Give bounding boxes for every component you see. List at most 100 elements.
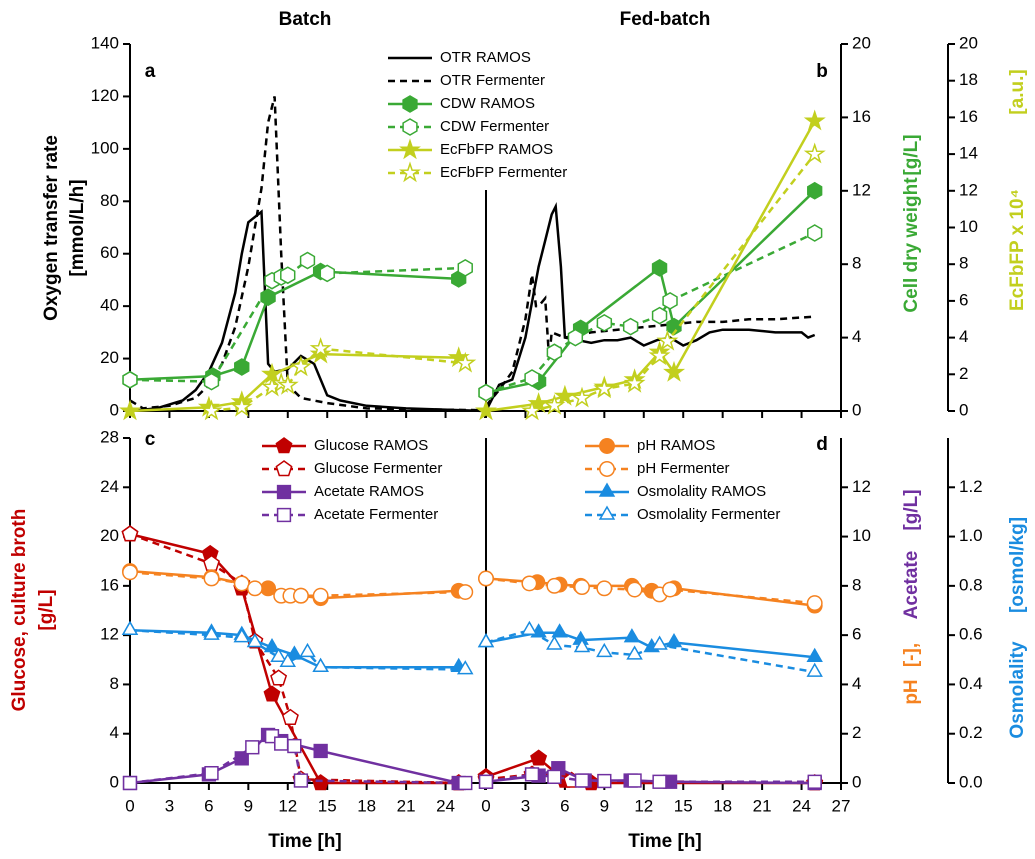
y-axis-label: Osmolality <box>1007 641 1028 739</box>
y-axis-label: [a.u.] <box>1007 69 1028 114</box>
y-tick-label: 20 <box>852 33 871 52</box>
legend-label: Osmolality RAMOS <box>637 483 766 500</box>
series-line <box>129 258 466 383</box>
data-point <box>596 314 613 332</box>
data-point <box>622 317 639 336</box>
y-axis-label: Oxygen transfer rate <box>41 135 62 321</box>
data-point <box>121 620 139 635</box>
x-tick-label: 3 <box>165 796 174 815</box>
data-point <box>313 743 328 759</box>
y-axis-label: Cell dry weight <box>901 177 922 313</box>
legend-label: Osmolality Fermenter <box>637 506 780 523</box>
legend-label: pH RAMOS <box>637 437 715 454</box>
y-tick-label: 0 <box>959 400 968 419</box>
data-point <box>119 399 141 421</box>
y-axis-label: [osmol/kg] <box>1007 517 1028 613</box>
x-tick-label: 12 <box>634 796 653 815</box>
y-tick-label: 10 <box>959 217 978 236</box>
data-point <box>122 370 138 389</box>
legend-label: Acetate Fermenter <box>314 506 438 523</box>
data-point <box>299 642 316 658</box>
series-line <box>129 532 459 785</box>
y-tick-label: 12 <box>852 180 871 199</box>
legend-marker <box>598 505 616 520</box>
data-point <box>662 581 679 598</box>
y-tick-label: 0 <box>110 772 119 791</box>
data-point <box>627 773 642 788</box>
data-point <box>652 774 667 789</box>
data-point <box>478 774 494 789</box>
y-tick-label: 0 <box>852 772 861 791</box>
y-tick-label: 0.2 <box>959 723 983 742</box>
data-point <box>651 635 668 650</box>
data-point <box>234 358 250 376</box>
y-tick-label: 1.2 <box>959 477 983 496</box>
data-point <box>546 635 563 650</box>
legend-marker <box>599 461 615 477</box>
data-point <box>299 251 316 270</box>
data-point <box>204 765 219 781</box>
data-point <box>287 738 302 754</box>
y-tick-label: 6 <box>959 290 968 309</box>
y-axis-label: EcFbFP x 10⁴ <box>1007 189 1028 311</box>
data-point <box>274 736 289 751</box>
data-point <box>662 292 678 310</box>
data-point <box>651 306 668 325</box>
y-tick-label: 16 <box>959 107 978 126</box>
legend-marker <box>275 460 293 477</box>
legend-marker <box>276 484 292 500</box>
panel-label: b <box>816 61 828 82</box>
legend-marker <box>399 161 421 183</box>
data-point <box>596 580 613 597</box>
x-tick-label: 18 <box>713 796 732 815</box>
legend-label: Glucose RAMOS <box>314 437 428 454</box>
legend-marker <box>276 507 292 523</box>
data-point <box>574 579 590 596</box>
series-line <box>129 628 466 671</box>
data-point <box>806 662 823 677</box>
data-point <box>626 581 643 598</box>
y-tick-label: 4 <box>852 327 861 346</box>
data-point <box>319 264 335 283</box>
data-point <box>122 775 138 791</box>
y-tick-label: 4 <box>959 327 968 346</box>
data-point <box>807 224 823 242</box>
data-point <box>263 685 281 702</box>
column-title: Fed-batch <box>620 9 711 30</box>
legend-label: CDW Fermenter <box>440 118 549 135</box>
legend-marker <box>599 438 615 454</box>
data-point <box>546 343 563 362</box>
data-point <box>665 632 683 648</box>
data-point <box>626 645 643 660</box>
x-tick-label: 18 <box>357 796 376 815</box>
data-point <box>593 377 616 399</box>
y-tick-label: 20 <box>959 33 978 52</box>
y-tick-label: 140 <box>91 33 119 52</box>
data-point <box>521 620 538 635</box>
x-tick-label: 3 <box>521 796 530 815</box>
data-point <box>457 584 474 600</box>
data-point <box>623 371 646 393</box>
y-tick-label: 40 <box>100 296 119 315</box>
y-tick-label: 4 <box>110 723 119 742</box>
x-tick-label: 0 <box>481 796 490 815</box>
data-point <box>312 657 329 672</box>
x-tick-label: 9 <box>600 796 609 815</box>
data-point <box>570 386 593 408</box>
data-point <box>292 587 309 604</box>
legend-label: EcFbFP RAMOS <box>440 141 553 158</box>
y-tick-label: 60 <box>100 243 119 262</box>
data-point <box>279 652 296 668</box>
column-title: Batch <box>279 9 332 30</box>
y-axis-label: [g/L] <box>901 134 922 175</box>
data-point <box>806 647 823 663</box>
data-point <box>656 329 679 351</box>
y-tick-label: 80 <box>100 191 119 210</box>
legend-marker <box>399 138 421 160</box>
data-point <box>521 575 538 592</box>
x-tick-label: 15 <box>674 796 693 815</box>
y-tick-label: 0.4 <box>959 674 983 693</box>
legend-marker <box>275 437 293 454</box>
series-line <box>485 274 815 407</box>
data-point <box>203 570 220 587</box>
